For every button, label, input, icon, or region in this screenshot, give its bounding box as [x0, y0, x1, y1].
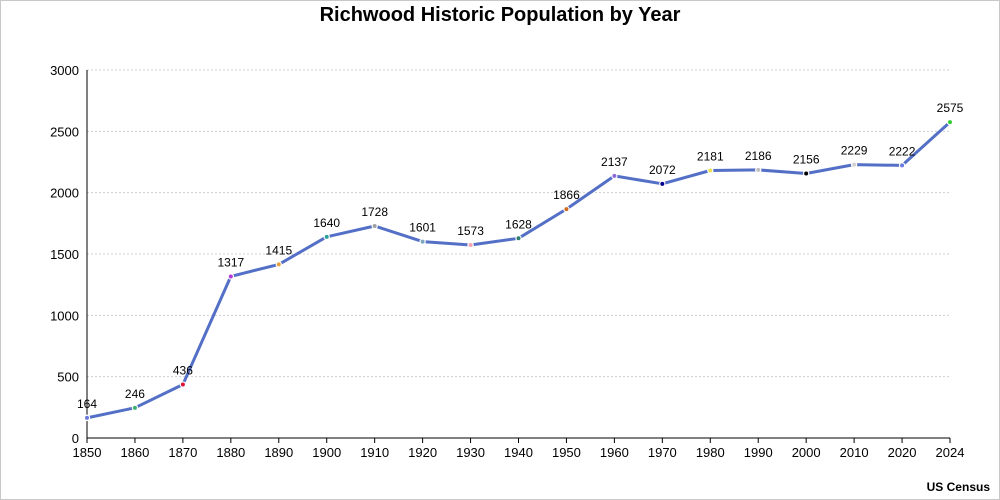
data-point: [371, 222, 378, 230]
x-tick-label: 1980: [696, 445, 725, 460]
data-point: [898, 162, 906, 169]
data-label: 2181: [697, 149, 724, 163]
y-tick-label: 1000: [50, 308, 79, 323]
x-tick-label: 1870: [168, 445, 197, 460]
x-tick-label: 2000: [792, 445, 821, 460]
y-tick-label: 3000: [50, 63, 79, 78]
y-tick-label: 500: [57, 370, 79, 385]
x-tick-label: 1960: [600, 445, 629, 460]
y-tick-label: 1500: [50, 247, 79, 262]
data-label: 1640: [313, 216, 340, 230]
x-tick-label: 1990: [744, 445, 773, 460]
y-tick-label: 0: [72, 431, 79, 446]
data-label: 1415: [265, 243, 292, 257]
x-tick-label: 1890: [264, 445, 293, 460]
data-label: 2137: [601, 155, 628, 169]
x-tick-label: 1920: [408, 445, 437, 460]
x-tick-label: 1950: [552, 445, 581, 460]
x-tick-label: 2024: [936, 445, 965, 460]
x-tick-label: 2020: [888, 445, 917, 460]
x-tick-labels: 1850 1860 1870 1880 1890 1900 1910 1920 1930 1940…: [73, 445, 965, 460]
data-label: 2575: [937, 101, 964, 115]
series-line: [86, 120, 952, 420]
data-label: 436: [173, 364, 193, 378]
data-point: [227, 273, 235, 280]
data-point: [563, 205, 570, 213]
data-label: 2229: [841, 144, 868, 158]
x-tick-label: 1970: [648, 445, 677, 460]
source-label: US Census: [926, 480, 990, 494]
data-label: 164: [77, 397, 97, 411]
data-label: 2186: [745, 149, 772, 163]
data-labels: 164 246 436 1317 1415 1640 1728 1601 1573 1628 186…: [77, 101, 964, 411]
y-tick-label: 2000: [50, 186, 79, 201]
data-point: [275, 261, 282, 268]
y-tick-labels: 0 500 1000 1500 2000 2500 3000: [50, 63, 79, 446]
data-point: [515, 235, 522, 242]
data-point: [179, 381, 187, 388]
chart-title: Richwood Historic Population by Year: [319, 4, 681, 26]
data-point: [850, 161, 858, 168]
data-point: [946, 118, 954, 126]
data-point: [707, 167, 714, 174]
x-tick-label: 1860: [120, 445, 149, 460]
y-tick-label: 2500: [50, 124, 79, 139]
data-label: 1317: [217, 255, 244, 269]
data-label: 2156: [793, 153, 820, 167]
x-tick-label: 1930: [456, 445, 485, 460]
data-point: [323, 233, 330, 241]
data-label: 1628: [505, 217, 532, 231]
data-point: [659, 180, 666, 188]
x-tick-label: 1900: [312, 445, 341, 460]
axes: [86, 70, 951, 443]
x-tick-label: 1880: [216, 445, 245, 460]
data-point: [755, 166, 762, 174]
data-label: 1728: [361, 205, 388, 219]
data-markers: [83, 118, 954, 422]
data-point: [611, 172, 618, 180]
data-point: [83, 414, 91, 422]
data-label: 2072: [649, 163, 676, 177]
x-tick-label: 2010: [840, 445, 869, 460]
data-label: 2222: [889, 144, 916, 158]
x-tick-label: 1850: [73, 445, 102, 460]
data-point: [131, 404, 139, 412]
x-tick-label: 1910: [360, 445, 389, 460]
data-point: [419, 238, 426, 245]
data-label: 1573: [457, 224, 484, 238]
data-label: 246: [125, 387, 145, 401]
data-label: 1866: [553, 188, 580, 202]
data-point: [802, 170, 810, 177]
x-tick-label: 1940: [504, 445, 533, 460]
data-point: [467, 241, 474, 249]
data-label: 1601: [409, 221, 436, 235]
